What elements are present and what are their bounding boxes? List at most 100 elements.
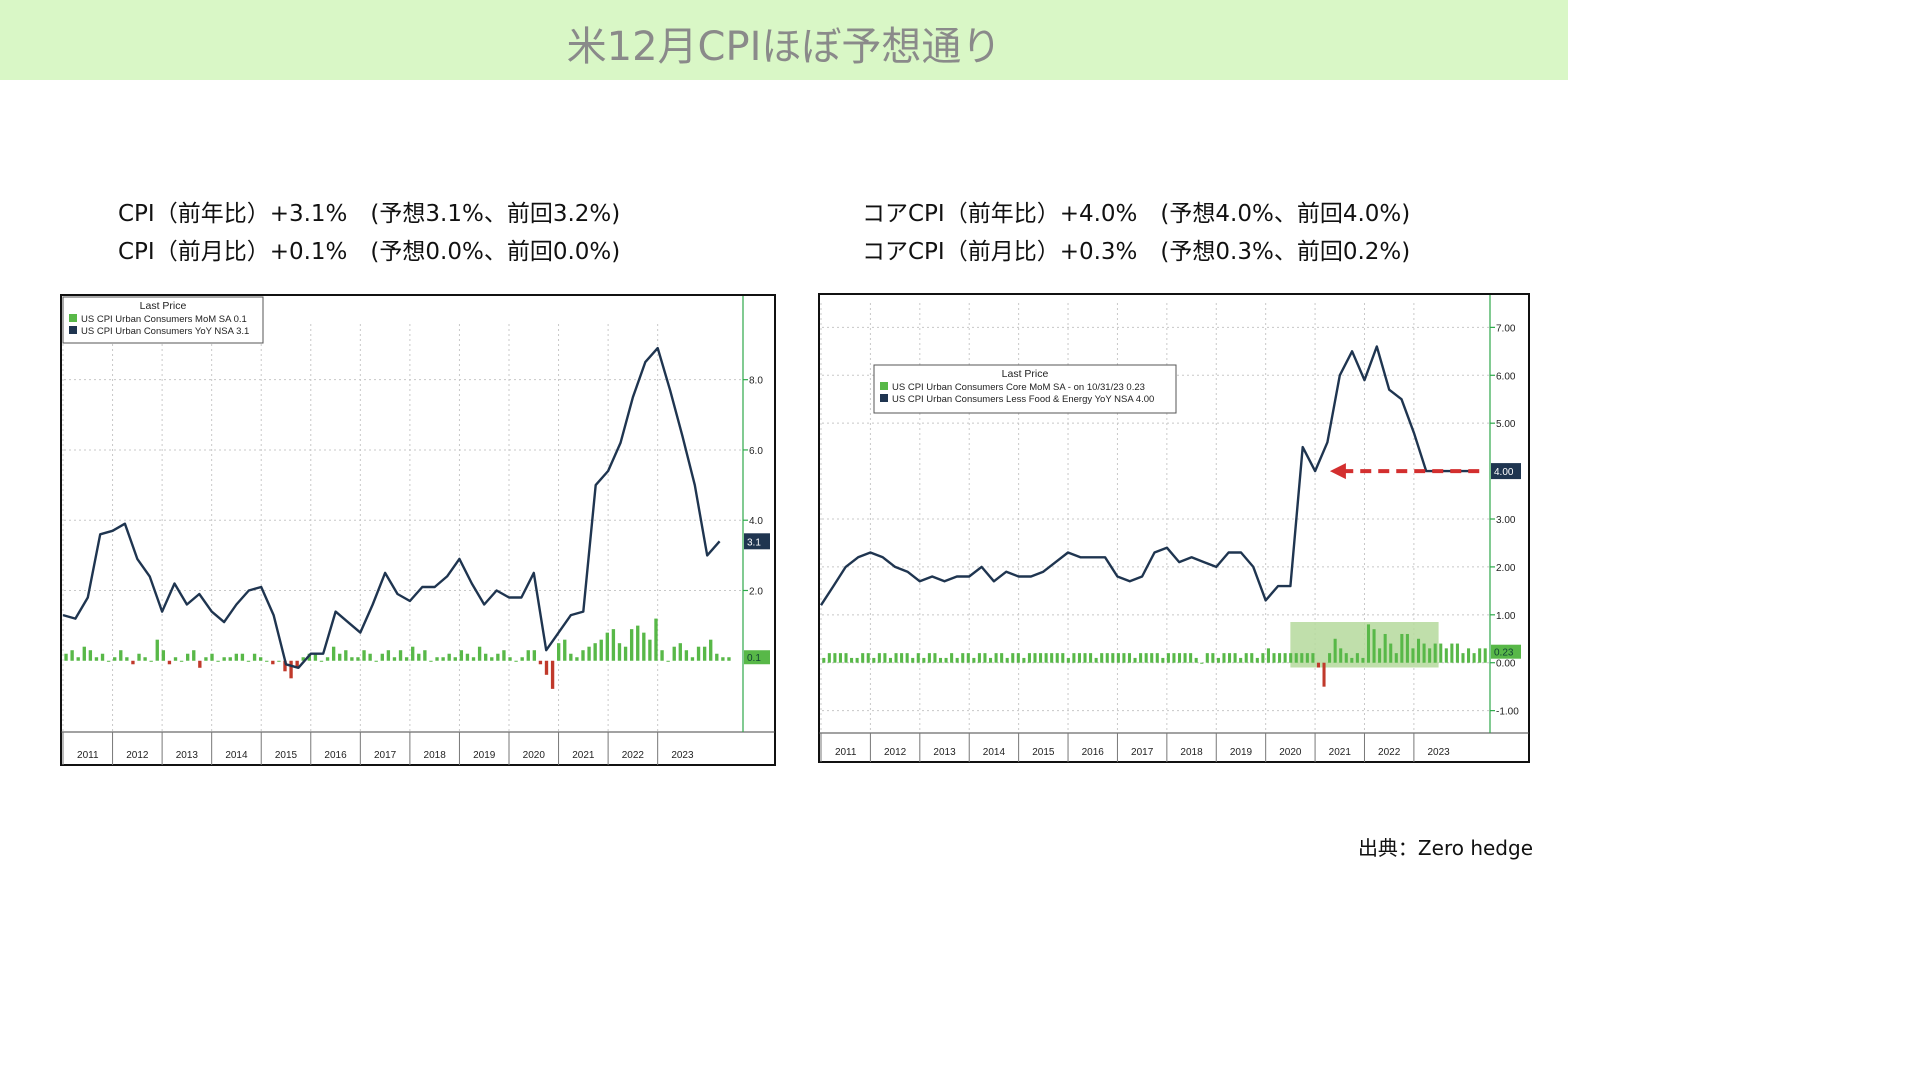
x-tick-label: 2017: [374, 750, 397, 761]
mom-bar: [252, 653, 257, 661]
mom-bar: [210, 653, 214, 661]
mom-bar: [1016, 653, 1020, 663]
mom-bar: [362, 650, 366, 661]
mom-bar: [709, 639, 713, 661]
mom-bar: [844, 653, 848, 663]
mom-bar: [1472, 653, 1476, 663]
mom-bar: [374, 660, 378, 662]
mom-bar: [186, 653, 190, 661]
mom-bar: [325, 657, 330, 661]
mom-bar: [331, 646, 336, 661]
mom-bar: [319, 660, 324, 662]
mom-bar: [246, 660, 251, 662]
x-tick-label: 2018: [424, 750, 447, 761]
mom-bar: [192, 650, 196, 661]
mom-bar: [961, 653, 965, 663]
mom-bar: [1355, 653, 1359, 663]
legend-entry: US CPI Urban Consumers Less Food & Energ…: [892, 394, 1154, 405]
mom-bar: [404, 657, 409, 661]
yoy-line: [62, 346, 721, 669]
mom-bar: [1150, 653, 1154, 663]
mom-bar: [1400, 633, 1404, 663]
mom-bar: [1316, 662, 1320, 668]
mom-bar: [64, 653, 68, 661]
mom-bar: [1361, 657, 1365, 663]
mom-bar: [1161, 657, 1165, 663]
mom-bar: [666, 660, 670, 662]
mom-bar: [1111, 653, 1115, 663]
mom-bar: [1350, 657, 1354, 663]
mom-bar: [484, 653, 488, 661]
x-tick-label: 2021: [1329, 747, 1352, 758]
mom-bar: [1272, 653, 1276, 663]
mom-bar: [1166, 653, 1170, 663]
x-tick-label: 2017: [1131, 747, 1154, 758]
x-tick-label: 2020: [1279, 747, 1302, 758]
mom-bar: [599, 639, 603, 661]
x-tick-label: 2011: [77, 750, 99, 761]
mom-bar: [1044, 653, 1048, 663]
cpi-chart: 2011 2012 2013 2014 2015 2016 2017 2018 2019 2020…: [60, 294, 776, 766]
mom-bar: [1211, 653, 1215, 663]
mom-bar: [1083, 653, 1087, 663]
mom-bar: [368, 653, 372, 661]
mom-bar: [471, 657, 476, 661]
mom-bar: [234, 653, 239, 661]
x-tick-label: 2015: [275, 750, 298, 761]
last-value-yoy-box: [1491, 463, 1521, 480]
mom-bar: [916, 653, 920, 663]
mom-bar: [1339, 648, 1343, 663]
mom-bar: [672, 646, 676, 661]
mom-bar: [648, 639, 652, 661]
mom-bar: [1483, 648, 1487, 663]
mom-bar: [1072, 653, 1076, 663]
chart-frame: [60, 294, 776, 766]
x-tick-label: 2012: [884, 747, 907, 758]
mom-bar: [465, 653, 470, 661]
mom-bar: [827, 653, 831, 663]
mom-bar: [833, 653, 837, 663]
mom-bar: [933, 653, 937, 663]
mom-bar: [1467, 648, 1471, 663]
mom-bar: [1050, 653, 1054, 663]
mom-bar: [1311, 653, 1315, 663]
mom-bar: [1366, 624, 1371, 663]
mom-bar: [1383, 633, 1387, 663]
mom-bar: [167, 660, 172, 665]
mom-bar: [629, 629, 634, 661]
x-tick-label: 2016: [324, 750, 347, 761]
mom-bar: [350, 657, 354, 661]
x-tick-label: 2022: [622, 750, 645, 761]
arrow-head: [1329, 463, 1346, 480]
legend-swatch: [69, 326, 77, 334]
mom-bar: [1011, 653, 1015, 663]
mom-bar: [100, 653, 105, 661]
mom-bar: [1333, 638, 1337, 663]
mom-bar: [514, 660, 518, 662]
last-value-yoy-label: 3.1: [747, 537, 761, 548]
x-tick-label: 2022: [1378, 747, 1401, 758]
x-tick-label: 2019: [473, 750, 496, 761]
mom-bar: [1216, 657, 1220, 663]
x-tick-label: 2023: [1427, 747, 1450, 758]
mom-bar: [380, 653, 384, 661]
mom-bar: [556, 643, 561, 661]
mom-bar: [581, 650, 585, 661]
mom-bar: [453, 657, 457, 661]
mom-bar: [289, 660, 293, 679]
mom-bar: [216, 660, 220, 662]
mom-bar: [1122, 653, 1126, 663]
mom-bar: [911, 657, 915, 663]
mom-bar: [94, 657, 99, 661]
mom-bar: [344, 650, 348, 661]
x-tick-label: 2020: [523, 750, 546, 761]
mom-bar: [1261, 653, 1265, 663]
mom-bar: [76, 657, 80, 661]
mom-bar: [1300, 653, 1304, 663]
cpi-chart-svg: 2011 2012 2013 2014 2015 2016 2017 2018 2019 2020…: [60, 294, 776, 766]
mom-bar: [593, 643, 597, 661]
mom-bar: [938, 657, 943, 663]
mom-bar: [972, 657, 976, 663]
mom-bar: [636, 625, 640, 661]
mom-bar: [605, 632, 609, 661]
